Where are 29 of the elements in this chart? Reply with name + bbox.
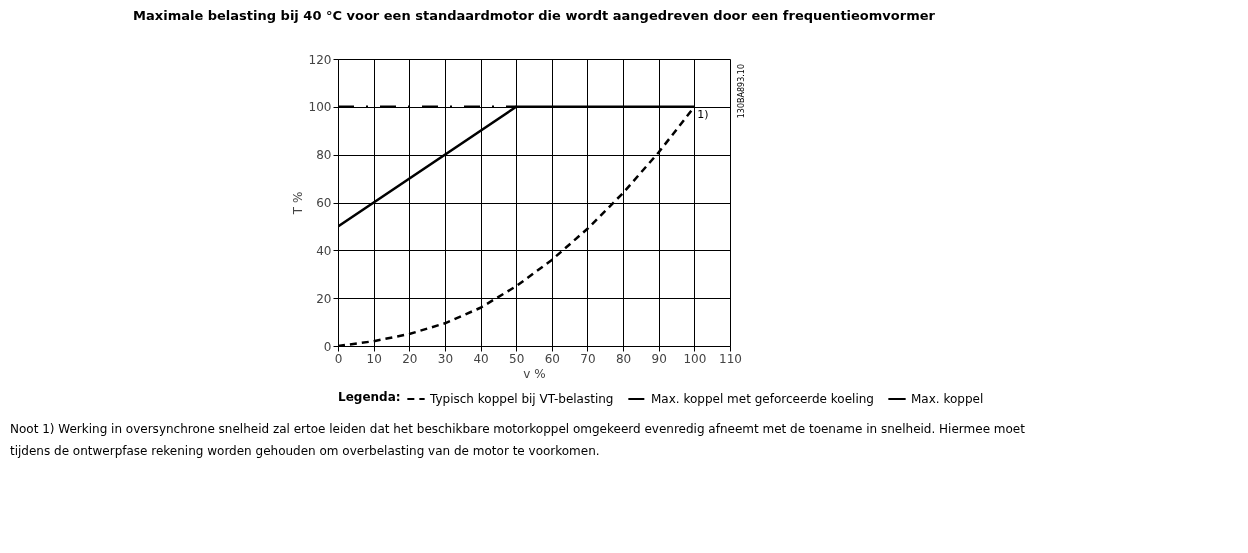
x-tick-label: 40 bbox=[473, 351, 489, 366]
x-axis-title: v % bbox=[523, 366, 546, 381]
x-tick-label: 10 bbox=[366, 351, 382, 366]
x-tick-label: 20 bbox=[402, 351, 418, 366]
x-tick-label: 70 bbox=[580, 351, 596, 366]
x-tick-label: 0 bbox=[334, 351, 343, 366]
x-tick-label: 60 bbox=[544, 351, 560, 366]
y-tick-label: 20 bbox=[316, 291, 332, 306]
annotation: 1) bbox=[697, 107, 709, 121]
legend-title: Legenda: bbox=[338, 390, 401, 404]
y-tick-label: 120 bbox=[308, 52, 332, 67]
y-tick-label: 40 bbox=[316, 243, 332, 258]
legend-label: Max. koppel met geforceerde koeling bbox=[651, 392, 874, 406]
x-tick-label: 50 bbox=[509, 351, 525, 366]
y-tick-label: 80 bbox=[316, 148, 332, 163]
text: 130BA893.10 bbox=[737, 64, 746, 119]
x-tick-label: 100 bbox=[683, 351, 707, 366]
text: Noot 1) Werking in oversynchrone snelheid zal ertoe leiden dat het beschikbare motorkoppel omgekeerd evenredig afneemt met de toename in snelheid. Hiermee moet tijdens de ontwerpfase rekening worden gehouden om overbelasting van de motor te voorkomen. bbox=[10, 422, 1026, 458]
x-tick-label: 110 bbox=[719, 351, 742, 366]
y-tick-label: 0 bbox=[323, 339, 332, 354]
chart-title: Maximale belasting bij 40 °C voor een standaardmotor die wordt aangedreven door een frequentieomvormer bbox=[133, 8, 936, 23]
y-tick-label: 100 bbox=[308, 100, 332, 115]
x-tick-label: 30 bbox=[437, 351, 454, 366]
x-tick-label: 90 bbox=[651, 351, 667, 366]
y-axis-title: T % bbox=[290, 191, 305, 216]
x-tick-label: 80 bbox=[615, 351, 632, 366]
legend-label: Typisch koppel bij VT-belasting bbox=[429, 392, 614, 406]
y-tick-label: 60 bbox=[316, 196, 332, 210]
legend-label: Max. koppel bbox=[911, 392, 984, 406]
